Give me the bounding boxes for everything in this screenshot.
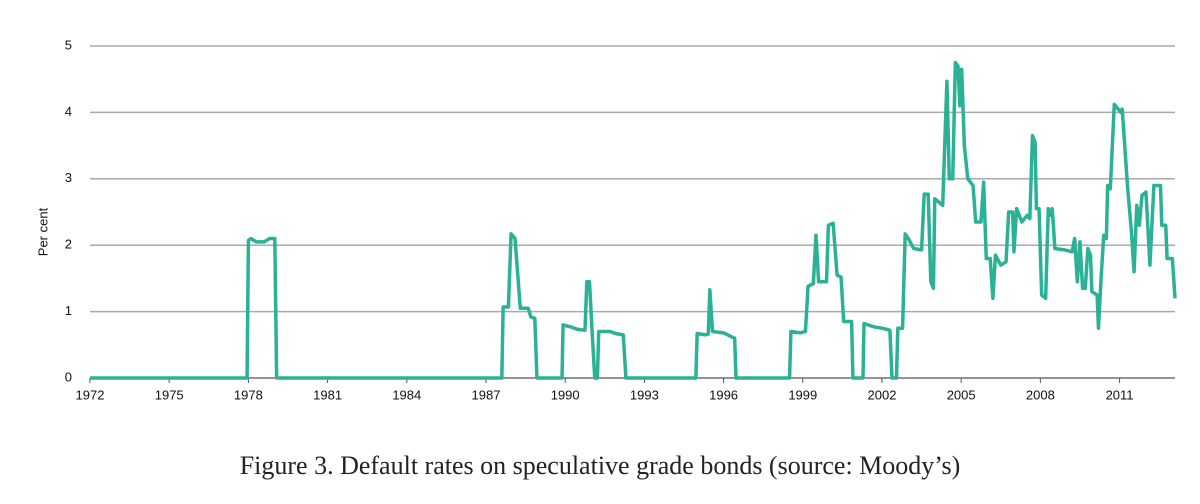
x-tick-label: 1996 [709,387,738,402]
x-tick-label: 1972 [76,387,105,402]
y-tick-label: 4 [65,104,72,119]
y-tick-label: 3 [65,170,72,185]
x-tick-label: 1981 [313,387,342,402]
x-tick-label: 2002 [868,387,897,402]
x-tick-label: 1978 [234,387,263,402]
data-line [90,60,1177,380]
y-tick-label: 1 [65,303,72,318]
x-tick-label: 1975 [155,387,184,402]
x-tick-label: 1990 [551,387,580,402]
x-tick-label: 2008 [1026,387,1055,402]
caption: Figure 3. Default rates on speculative g… [240,451,961,480]
x-tick-label: 1993 [630,387,659,402]
y-axis-label: Per cent [35,207,50,256]
y-tick-label: 5 [65,37,72,52]
x-tick-label: 1984 [392,387,421,402]
y-tick-label: 0 [65,369,72,384]
x-tick-label: 2005 [947,387,976,402]
x-tick-label: 2011 [1106,387,1134,402]
y-tick-label: 2 [65,237,72,252]
x-tick-label: 1987 [472,387,501,402]
x-tick-label: 1999 [788,387,817,402]
